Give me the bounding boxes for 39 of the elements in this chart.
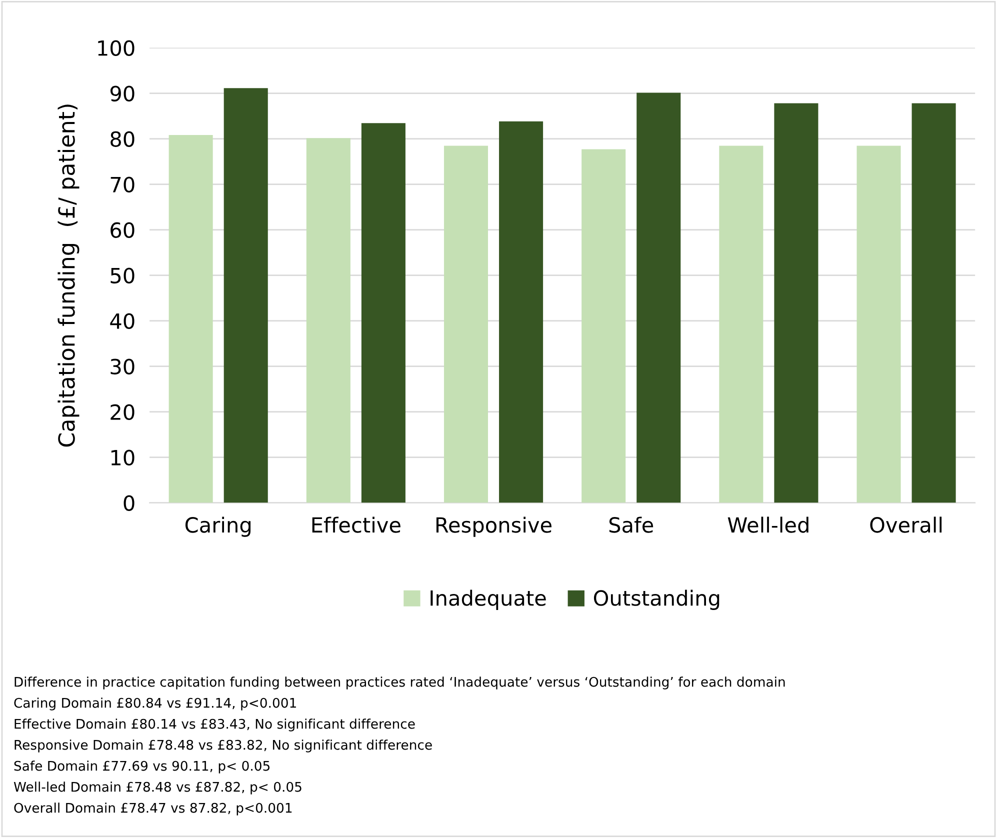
text: Difference in practice capitation funding between practices rated ‘Inadequate’ versus ‘Outstanding’ for each domain bbox=[14, 676, 785, 690]
text: Overall Domain £78.47 vs 87.82, p<0.001 bbox=[14, 802, 292, 816]
bar bbox=[774, 103, 818, 503]
x-tick-label: Responsive bbox=[436, 516, 552, 537]
bar bbox=[636, 92, 681, 503]
bar bbox=[306, 138, 350, 503]
x-tick-label: Caring bbox=[185, 516, 250, 537]
text: Effective Domain £80.14 vs £83.43, No significant difference bbox=[14, 718, 415, 732]
y-tick-label: 0 bbox=[124, 495, 134, 512]
x-tick-label: Effective bbox=[312, 516, 400, 533]
y-tick-label: 100 bbox=[98, 40, 134, 56]
bar bbox=[224, 88, 268, 503]
y-tick-label: 70 bbox=[110, 176, 134, 192]
y-tick-label: 30 bbox=[110, 358, 134, 374]
y-tick-label: 10 bbox=[111, 450, 134, 466]
bar bbox=[499, 121, 544, 503]
bar bbox=[719, 146, 764, 503]
legend-label: Outstanding bbox=[594, 590, 720, 610]
text: Well-led Domain £78.48 vs £87.82, p< 0.05 bbox=[14, 782, 302, 794]
legend-label: Inadequate bbox=[430, 590, 546, 610]
text: Caring Domain £80.84 vs £91.14, p<0.001 bbox=[14, 698, 296, 710]
bar bbox=[912, 103, 956, 503]
y-tick-label: 40 bbox=[110, 313, 134, 329]
text: Responsive Domain £78.48 vs £83.82, No significant difference bbox=[14, 740, 432, 752]
y-tick-label: 50 bbox=[110, 268, 134, 284]
bar bbox=[361, 123, 406, 503]
x-tick-label: Overall bbox=[870, 516, 942, 533]
x-tick-label: Well-led bbox=[728, 516, 808, 533]
bar bbox=[168, 134, 213, 503]
y-tick-label: 20 bbox=[110, 404, 134, 420]
bar bbox=[444, 146, 488, 503]
bar bbox=[582, 149, 626, 503]
y-tick-label: 60 bbox=[110, 222, 134, 238]
y-tick-label: 80 bbox=[110, 131, 134, 147]
x-tick-label: Safe bbox=[609, 516, 654, 533]
bar bbox=[856, 146, 901, 503]
y-axis-title: Capitation funding (£/ patient) bbox=[58, 104, 80, 447]
y-tick-label: 90 bbox=[110, 86, 134, 102]
text: Safe Domain £77.69 vs 90.11, p< 0.05 bbox=[14, 760, 270, 774]
